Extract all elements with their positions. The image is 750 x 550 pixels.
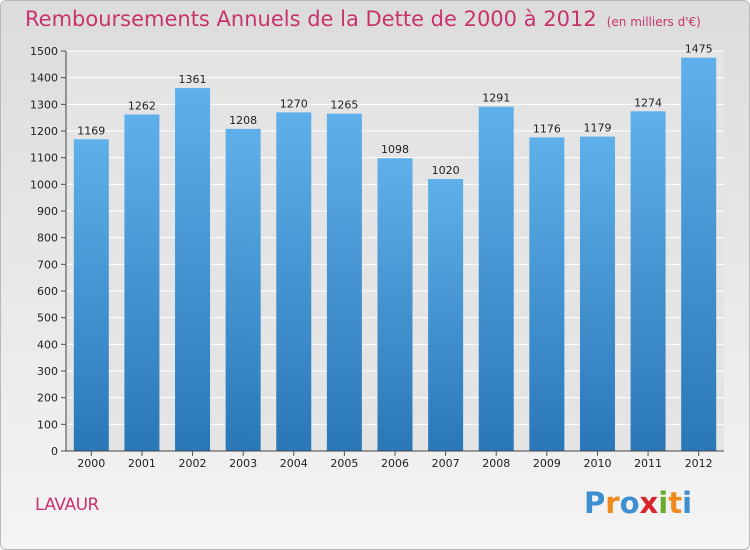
- bar: [529, 137, 565, 451]
- data-label: 1270: [280, 97, 308, 110]
- bar: [681, 57, 717, 452]
- place-name: LAVAUR: [35, 495, 99, 515]
- data-label: 1098: [381, 143, 409, 156]
- logo-letter: i: [682, 486, 693, 520]
- y-tick-label: 0: [51, 445, 58, 458]
- data-label: 1291: [482, 92, 510, 105]
- x-tick-label: 2000: [77, 457, 105, 470]
- x-tick-label: 2012: [685, 457, 713, 470]
- bar: [579, 136, 615, 451]
- data-label: 1179: [583, 122, 611, 135]
- x-tick-label: 2005: [330, 457, 358, 470]
- y-tick-label: 100: [37, 418, 58, 431]
- x-tick-label: 2006: [381, 457, 409, 470]
- y-tick-label: 1400: [30, 72, 58, 85]
- y-tick-label: 900: [37, 205, 58, 218]
- chart-subtitle: (en milliers d'€): [606, 15, 701, 29]
- y-tick-label: 400: [37, 338, 58, 351]
- y-tick-label: 800: [37, 232, 58, 245]
- logo-letter: i: [658, 486, 669, 520]
- data-label: 1361: [179, 73, 207, 86]
- y-tick-label: 1000: [30, 178, 58, 191]
- bar: [326, 113, 362, 452]
- bar: [73, 139, 109, 451]
- data-label: 1208: [229, 114, 257, 127]
- chart-title: Remboursements Annuels de la Dette de 20…: [25, 7, 701, 31]
- x-tick-label: 2008: [482, 457, 510, 470]
- bar: [428, 179, 464, 451]
- y-tick-label: 200: [37, 392, 58, 405]
- data-label: 1274: [634, 96, 662, 109]
- data-label: 1176: [533, 122, 561, 135]
- bar: [175, 88, 211, 452]
- y-tick-label: 1300: [30, 98, 58, 111]
- x-tick-label: 2003: [229, 457, 257, 470]
- data-label: 1475: [685, 43, 713, 56]
- x-tick-label: 2001: [128, 457, 156, 470]
- x-tick-label: 2002: [179, 457, 207, 470]
- bar: [478, 106, 514, 451]
- y-tick-label: 700: [37, 258, 58, 271]
- y-tick-label: 1100: [30, 152, 58, 165]
- x-tick-label: 2007: [432, 457, 460, 470]
- y-tick-label: 600: [37, 285, 58, 298]
- proxiti-logo: Proxiti: [584, 486, 692, 520]
- x-tick-label: 2011: [634, 457, 662, 470]
- logo-letter: t: [668, 486, 683, 520]
- logo-letter: P: [584, 486, 606, 520]
- data-label: 1169: [77, 124, 105, 137]
- logo-letter: o: [619, 486, 640, 520]
- y-tick-label: 500: [37, 312, 58, 325]
- bar: [630, 111, 666, 452]
- x-tick-label: 2009: [533, 457, 561, 470]
- data-label: 1020: [432, 164, 460, 177]
- data-label: 1262: [128, 99, 156, 112]
- bar: [276, 112, 312, 451]
- logo-letter: r: [605, 486, 620, 520]
- x-tick-label: 2010: [583, 457, 611, 470]
- bar: [124, 114, 160, 451]
- bar: [377, 158, 413, 451]
- x-tick-label: 2004: [280, 457, 308, 470]
- y-tick-label: 1200: [30, 125, 58, 138]
- bar: [225, 128, 261, 451]
- data-label: 1265: [330, 99, 358, 112]
- logo-letter: x: [639, 486, 659, 520]
- chart-title-text: Remboursements Annuels de la Dette de 20…: [25, 7, 597, 31]
- y-tick-label: 1500: [30, 45, 58, 58]
- y-tick-label: 300: [37, 365, 58, 378]
